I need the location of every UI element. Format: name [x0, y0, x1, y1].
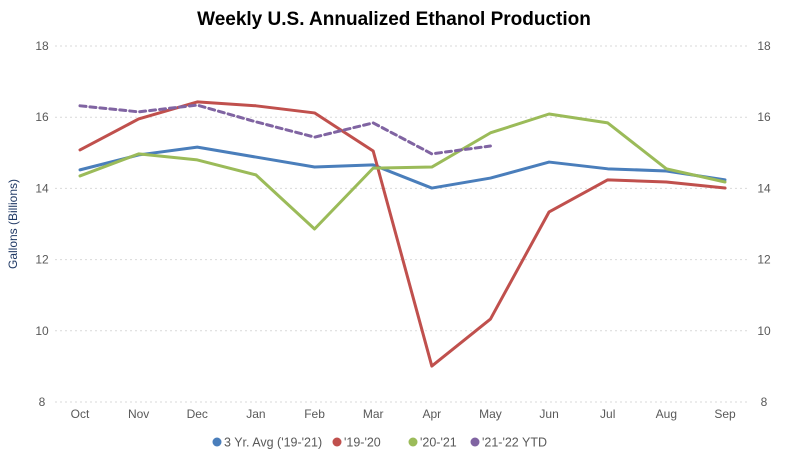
legend-marker	[332, 437, 342, 447]
x-tick-label: Mar	[363, 407, 384, 421]
legend-label: '20-'21	[420, 436, 457, 450]
series-line-3	[78, 103, 492, 156]
legend-item: '20-'21	[408, 436, 457, 450]
x-tick-label: Aug	[656, 407, 677, 421]
y-tick-label-left: 16	[35, 110, 49, 124]
x-tick-label: Nov	[128, 407, 149, 421]
y-tick-label-right: 12	[757, 253, 771, 267]
y-tick-label-right: 18	[757, 39, 771, 53]
legend-label: 3 Yr. Avg ('19-'21)	[224, 436, 322, 450]
legend-label: '19-'20	[344, 436, 381, 450]
x-tick-label: Jul	[600, 407, 615, 421]
y-tick-label-left: 8	[39, 395, 46, 409]
y-tick-label-left: 14	[35, 181, 49, 195]
legend-marker	[470, 437, 480, 447]
x-tick-label: Jan	[246, 407, 265, 421]
legend-marker	[408, 437, 418, 447]
y-tick-label-left: 12	[35, 253, 49, 267]
y-tick-label-right: 8	[761, 395, 768, 409]
y-tick-label-left: 10	[35, 324, 49, 338]
legend-item: '19-'20	[332, 436, 381, 450]
x-tick-label: Dec	[187, 407, 208, 421]
y-tick-label-right: 16	[757, 110, 771, 124]
legend-label: '21-'22 YTD	[482, 436, 547, 450]
x-tick-label: May	[479, 407, 502, 421]
y-tick-label-right: 14	[757, 181, 771, 195]
series-line-0	[78, 145, 727, 190]
x-tick-label: Feb	[304, 407, 325, 421]
series-line-2	[78, 112, 727, 231]
legend: 3 Yr. Avg ('19-'21) '19-'20 '20-'21 '21-'22…	[212, 436, 547, 450]
x-tick-label: Sep	[714, 407, 736, 421]
x-tick-label: Apr	[422, 407, 441, 421]
x-tick-label: Oct	[71, 407, 90, 421]
series-line-1	[78, 100, 727, 368]
y-tick-label-left: 18	[35, 39, 49, 53]
y-tick-label-right: 10	[757, 324, 771, 338]
legend-item: '21-'22 YTD	[470, 436, 547, 450]
legend-marker	[212, 437, 222, 447]
chart-title: Weekly U.S. Annualized Ethanol Productio…	[197, 9, 591, 30]
y-axis-label: Gallons (Billions)	[6, 179, 20, 269]
x-tick-label: Jun	[539, 407, 558, 421]
legend-item: 3 Yr. Avg ('19-'21)	[212, 436, 322, 450]
